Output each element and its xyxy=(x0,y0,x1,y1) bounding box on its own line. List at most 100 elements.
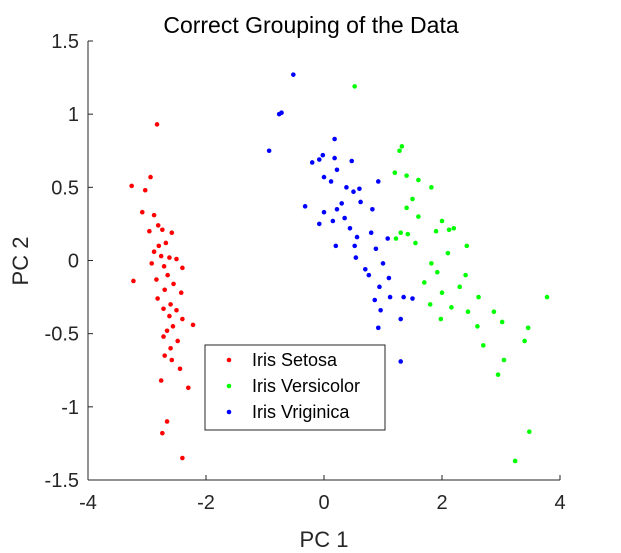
data-point xyxy=(155,223,161,228)
data-point xyxy=(328,179,334,184)
data-point xyxy=(151,249,157,255)
data-point xyxy=(464,243,470,249)
legend-items: Iris Setosa Iris Versicolor Iris Vriginica xyxy=(226,350,360,422)
data-point xyxy=(131,278,136,284)
data-point xyxy=(180,455,185,461)
data-point xyxy=(446,227,452,233)
data-point xyxy=(354,234,360,240)
data-point xyxy=(439,218,445,224)
legend-entry-label: Iris Versicolor xyxy=(252,376,360,396)
data-point xyxy=(385,236,391,241)
data-point xyxy=(174,256,179,262)
data-point xyxy=(309,160,315,165)
data-point xyxy=(129,183,134,189)
data-point xyxy=(171,281,176,287)
data-point xyxy=(380,261,386,266)
data-point xyxy=(316,157,322,162)
data-point xyxy=(353,255,359,260)
legend-marker xyxy=(226,383,232,389)
data-point xyxy=(398,316,404,322)
data-point xyxy=(375,179,381,184)
data-point xyxy=(387,294,393,300)
data-point xyxy=(512,458,518,464)
data-point xyxy=(404,173,409,178)
data-point xyxy=(405,231,411,237)
data-point xyxy=(180,265,185,271)
data-point xyxy=(475,324,480,329)
plot-area: -4 -2 0 2 4 -1.5 -1 -0.5 0 0.5 1 1.5 xyxy=(45,31,566,514)
data-point xyxy=(168,302,173,307)
chart-title: Correct Grouping of the Data xyxy=(163,12,459,38)
data-point xyxy=(449,305,454,310)
x-tick-label: -2 xyxy=(197,492,215,514)
data-point xyxy=(148,174,153,180)
data-point xyxy=(491,309,497,315)
data-point xyxy=(169,357,175,363)
data-point xyxy=(174,307,179,313)
data-point xyxy=(168,346,173,351)
legend-marker xyxy=(226,357,232,363)
data-point xyxy=(393,236,399,241)
data-point xyxy=(357,186,362,192)
data-point xyxy=(351,189,356,195)
data-point xyxy=(366,272,372,278)
data-point xyxy=(377,284,382,290)
data-point xyxy=(501,357,507,363)
data-point xyxy=(160,430,165,436)
data-point xyxy=(363,266,368,272)
data-point xyxy=(499,319,505,325)
data-point xyxy=(332,155,337,161)
data-point xyxy=(527,429,532,435)
data-point xyxy=(161,264,167,269)
legend-box xyxy=(204,344,386,431)
data-point xyxy=(358,199,363,205)
series-iris-setosa xyxy=(129,122,196,461)
data-point xyxy=(321,209,327,215)
data-point xyxy=(332,136,337,142)
data-point xyxy=(465,309,471,315)
data-point xyxy=(392,170,398,175)
data-point xyxy=(525,325,531,331)
data-point xyxy=(266,148,272,154)
data-point xyxy=(155,296,160,301)
data-point xyxy=(151,212,157,218)
x-tick-label: 0 xyxy=(318,492,329,514)
legend-entry-label: Iris Setosa xyxy=(252,350,338,370)
data-point xyxy=(165,272,170,278)
data-point xyxy=(476,294,481,300)
data-point xyxy=(378,307,383,313)
data-point xyxy=(158,253,164,259)
data-point xyxy=(347,226,353,231)
data-point xyxy=(416,177,421,183)
data-point xyxy=(186,385,191,391)
data-point xyxy=(457,284,463,290)
data-point xyxy=(352,84,357,89)
data-point xyxy=(386,275,392,281)
data-point xyxy=(416,214,421,219)
data-point xyxy=(372,297,378,303)
x-tick-label: 2 xyxy=(436,492,447,514)
y-tick-label: 0 xyxy=(68,251,79,273)
x-axis-ticks: -4 -2 0 2 4 xyxy=(79,475,566,514)
data-point xyxy=(330,218,336,224)
data-point xyxy=(445,250,451,256)
y-tick-label: -0.5 xyxy=(45,324,79,346)
data-point xyxy=(481,343,486,348)
data-point xyxy=(398,359,404,364)
data-point xyxy=(160,227,165,233)
x-axis-label: PC 1 xyxy=(300,527,349,552)
data-point xyxy=(375,325,381,331)
y-tick-label: -1 xyxy=(61,397,79,419)
data-point xyxy=(177,366,183,372)
y-tick-label: 0.5 xyxy=(51,177,79,199)
x-tick-label: 4 xyxy=(554,492,565,514)
data-point xyxy=(180,316,185,322)
data-point xyxy=(344,185,349,190)
data-point xyxy=(142,187,148,193)
data-point xyxy=(368,230,374,235)
data-point xyxy=(291,72,296,77)
legend: Iris Setosa Iris Versicolor Iris Vriginica xyxy=(204,344,386,431)
data-point xyxy=(316,221,322,227)
